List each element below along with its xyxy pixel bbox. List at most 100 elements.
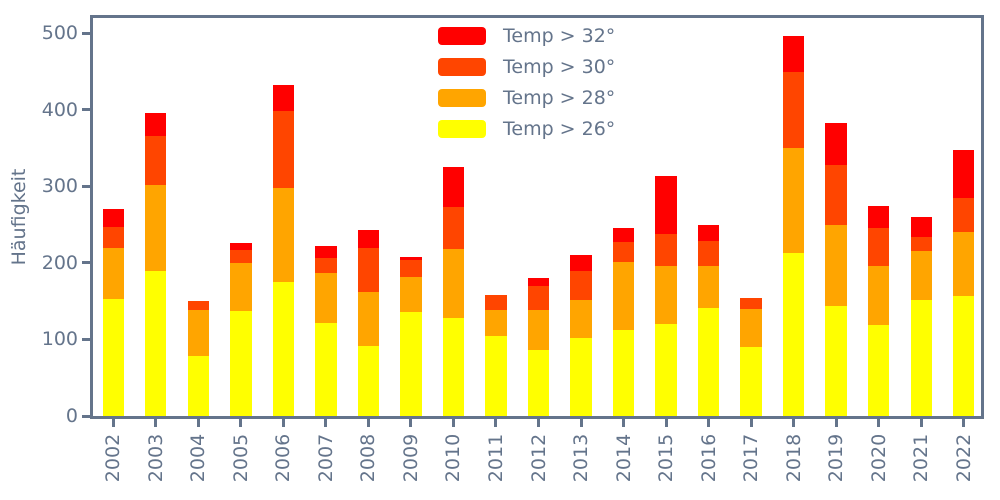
y-tick-label: 300 [41, 175, 78, 198]
bar-segment-2002-30 [102, 226, 124, 249]
legend-label: Temp > 32° [503, 25, 616, 47]
x-tick-mark [196, 419, 200, 427]
bar-segment-2007-30 [315, 257, 337, 273]
bar-segment-2007-32 [315, 246, 337, 258]
x-tick-mark [962, 419, 966, 427]
bar-segment-2021-32 [910, 217, 932, 237]
x-tick-label-2008: 2008 [357, 433, 380, 483]
x-tick-label-2016: 2016 [697, 433, 720, 483]
x-tick-label-2019: 2019 [825, 433, 848, 483]
x-tick-label-2003: 2003 [144, 433, 167, 483]
bar-segment-2012-30 [527, 285, 550, 310]
bar-segment-2003-28 [145, 184, 167, 272]
bar-segment-2019-30 [825, 164, 847, 226]
x-tick-label-2014: 2014 [612, 433, 635, 483]
y-tick-mark [82, 184, 90, 188]
bar-segment-2009-32 [400, 256, 422, 260]
x-tick-mark [707, 419, 711, 427]
legend-item: Temp > 28° [438, 87, 616, 109]
y-tick-mark [82, 337, 90, 341]
bar-segment-2011-30 [485, 295, 507, 310]
bar-segment-2006-30 [272, 110, 295, 188]
legend-item: Temp > 26° [438, 118, 616, 140]
bar-segment-2005-30 [230, 249, 252, 263]
bar-segment-2013-28 [570, 300, 592, 338]
bar-segment-2022-30 [953, 197, 975, 233]
x-tick-mark [154, 419, 158, 427]
x-tick-mark [579, 419, 583, 427]
bar-segment-2017-26 [740, 347, 762, 416]
bar-segment-2014-30 [612, 242, 635, 263]
x-tick-mark [451, 419, 455, 427]
bar-segment-2006-32 [272, 85, 295, 111]
bar-segment-2008-28 [357, 292, 380, 346]
bar-segment-2016-32 [697, 224, 720, 242]
legend-item: Temp > 30° [438, 56, 616, 78]
x-tick-label-2007: 2007 [314, 433, 337, 483]
bar-segment-2014-32 [612, 227, 635, 243]
bar-segment-2008-30 [357, 248, 380, 292]
bar-segment-2009-28 [400, 276, 422, 312]
bar-segment-2016-30 [697, 241, 720, 266]
legend-item: Temp > 32° [438, 25, 616, 47]
x-tick-label-2015: 2015 [655, 433, 678, 483]
bar-segment-2014-28 [612, 262, 635, 330]
bar-segment-2013-30 [570, 270, 592, 301]
bar-segment-2021-30 [910, 236, 932, 252]
bar-segment-2012-26 [527, 350, 550, 416]
x-tick-label-2002: 2002 [102, 433, 125, 483]
bar-segment-2018-32 [782, 36, 805, 72]
x-tick-label-2011: 2011 [484, 433, 507, 483]
x-tick-label-2010: 2010 [442, 433, 465, 483]
bar-segment-2016-26 [697, 308, 720, 416]
bar-segment-2008-32 [357, 230, 380, 249]
x-tick-mark [239, 419, 243, 427]
y-tick-mark [82, 108, 90, 112]
bar-segment-2002-26 [102, 298, 124, 416]
x-tick-label-2017: 2017 [740, 433, 763, 483]
bar-segment-2005-26 [230, 311, 252, 416]
bar-segment-2020-30 [867, 227, 890, 266]
x-tick-mark [281, 419, 285, 427]
bar-segment-2010-32 [442, 167, 465, 208]
y-tick-label: 0 [65, 405, 78, 427]
bar-segment-2011-26 [485, 336, 507, 416]
bar-segment-2018-28 [782, 148, 805, 253]
bar-segment-2018-30 [782, 71, 805, 149]
bar-segment-2009-30 [400, 259, 422, 277]
x-tick-label-2020: 2020 [867, 433, 890, 483]
bar-segment-2015-32 [655, 176, 677, 234]
bar-segment-2007-26 [315, 322, 337, 416]
bar-segment-2017-30 [740, 298, 762, 309]
bar-segment-2013-32 [570, 254, 592, 271]
bar-segment-2009-26 [400, 311, 422, 416]
bar-segment-2022-32 [953, 149, 975, 198]
y-axis-label: Häufigkeit [8, 168, 30, 266]
x-tick-label-2004: 2004 [187, 433, 210, 483]
x-tick-mark [749, 419, 753, 427]
y-tick-mark [82, 31, 90, 35]
y-tick-label: 200 [41, 251, 78, 274]
bar-segment-2008-26 [357, 345, 380, 416]
legend-label: Temp > 30° [503, 56, 616, 78]
x-tick-label-2006: 2006 [272, 433, 295, 483]
bar-segment-2020-32 [867, 205, 890, 228]
legend-label: Temp > 28° [503, 87, 616, 109]
bar-segment-2010-28 [442, 249, 465, 319]
y-tick-mark [82, 414, 90, 418]
bar-segment-2016-28 [697, 265, 720, 309]
bar-segment-2022-26 [953, 295, 975, 416]
legend: Temp > 32° Temp > 30° Temp > 28° Temp > 26° [438, 25, 616, 151]
bar-segment-2019-32 [825, 122, 847, 165]
bar-segment-2015-30 [655, 233, 677, 266]
bar-segment-2012-28 [527, 309, 550, 351]
legend-swatch-icon [438, 120, 486, 138]
bar-segment-2004-30 [187, 301, 209, 311]
bar-segment-2021-28 [910, 251, 932, 301]
bar-segment-2003-26 [145, 271, 167, 416]
bar-segment-2005-32 [230, 243, 252, 250]
bar-segment-2002-28 [102, 248, 124, 299]
legend-label: Temp > 26° [503, 118, 616, 140]
bar-segment-2015-26 [655, 324, 677, 416]
